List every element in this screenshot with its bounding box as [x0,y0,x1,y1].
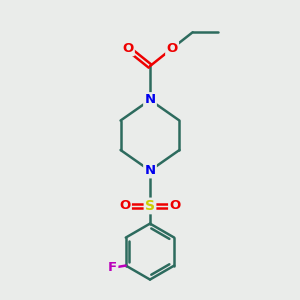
Text: O: O [167,42,178,55]
Text: O: O [122,42,134,55]
Text: O: O [169,200,181,212]
Text: S: S [145,199,155,213]
Text: O: O [119,200,130,212]
Text: N: N [144,164,156,177]
Text: N: N [144,93,156,106]
Text: F: F [108,260,117,274]
